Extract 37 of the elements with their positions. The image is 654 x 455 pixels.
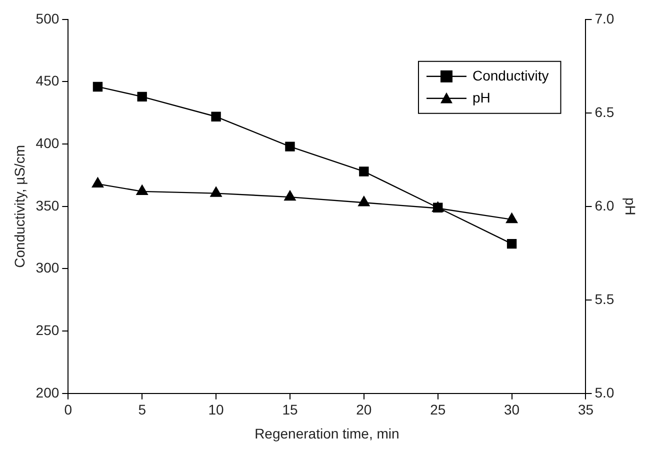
y2-tick-label: 6.5: [594, 104, 614, 120]
point: [210, 186, 222, 197]
x-tick-label: 0: [64, 402, 72, 418]
x-tick-label: 5: [138, 402, 146, 418]
y-tick-label: 450: [36, 72, 60, 89]
point: [211, 112, 221, 122]
point: [358, 196, 370, 206]
point: [506, 238, 517, 249]
y-tick-label: 200: [36, 384, 60, 400]
y2-axis-title: pH: [622, 197, 639, 216]
y2-tick-label: 6.0: [594, 197, 614, 214]
y2-tick-label: 5.5: [594, 290, 614, 307]
point: [92, 177, 104, 188]
point: [137, 92, 147, 102]
point: [284, 190, 296, 201]
point: [92, 82, 103, 92]
y-tick-label: 250: [36, 322, 60, 338]
x-tick-label: 10: [208, 402, 224, 418]
y2-tick-label: 5.0: [594, 384, 614, 400]
y-axis-title: Conductivity, µS/cm: [11, 144, 28, 268]
x-tick-label: 35: [578, 402, 594, 418]
point: [359, 166, 369, 176]
x-tick-label: 20: [356, 402, 372, 418]
x-tick-label: 30: [504, 402, 520, 418]
legend-label: Conductivity: [472, 67, 549, 84]
x-axis-title: Regeneration time, min: [254, 425, 400, 442]
y-tick-label: 350: [36, 197, 60, 214]
point: [136, 184, 148, 196]
point: [285, 142, 295, 152]
y-tick-label: 400: [36, 134, 60, 151]
y-tick-label: 300: [36, 260, 60, 276]
x-tick-label: 15: [282, 402, 298, 418]
y-tick-label: 500: [36, 10, 60, 26]
y2-tick-label: 7.0: [594, 10, 614, 26]
legend-label: pH: [472, 89, 490, 106]
x-tick-label: 25: [430, 402, 446, 418]
point: [506, 212, 518, 224]
